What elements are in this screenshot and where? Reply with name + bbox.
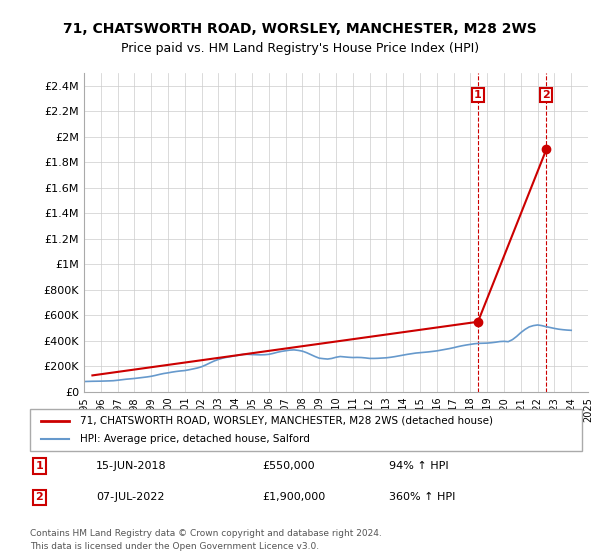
Text: HPI: Average price, detached house, Salford: HPI: Average price, detached house, Salf… — [80, 434, 310, 444]
Text: 2: 2 — [542, 90, 550, 100]
FancyBboxPatch shape — [30, 409, 582, 451]
Text: 15-JUN-2018: 15-JUN-2018 — [96, 461, 167, 471]
Text: 1: 1 — [35, 461, 43, 471]
Text: 07-JUL-2022: 07-JUL-2022 — [96, 492, 165, 502]
Text: £550,000: £550,000 — [262, 461, 314, 471]
Text: Price paid vs. HM Land Registry's House Price Index (HPI): Price paid vs. HM Land Registry's House … — [121, 42, 479, 55]
Text: 2: 2 — [35, 492, 43, 502]
Text: This data is licensed under the Open Government Licence v3.0.: This data is licensed under the Open Gov… — [30, 542, 319, 551]
Text: 71, CHATSWORTH ROAD, WORSLEY, MANCHESTER, M28 2WS: 71, CHATSWORTH ROAD, WORSLEY, MANCHESTER… — [63, 22, 537, 36]
Text: Contains HM Land Registry data © Crown copyright and database right 2024.: Contains HM Land Registry data © Crown c… — [30, 529, 382, 538]
Text: 1: 1 — [474, 90, 482, 100]
Text: £1,900,000: £1,900,000 — [262, 492, 325, 502]
Text: 71, CHATSWORTH ROAD, WORSLEY, MANCHESTER, M28 2WS (detached house): 71, CHATSWORTH ROAD, WORSLEY, MANCHESTER… — [80, 416, 493, 426]
Text: 360% ↑ HPI: 360% ↑ HPI — [389, 492, 455, 502]
Text: 94% ↑ HPI: 94% ↑ HPI — [389, 461, 448, 471]
